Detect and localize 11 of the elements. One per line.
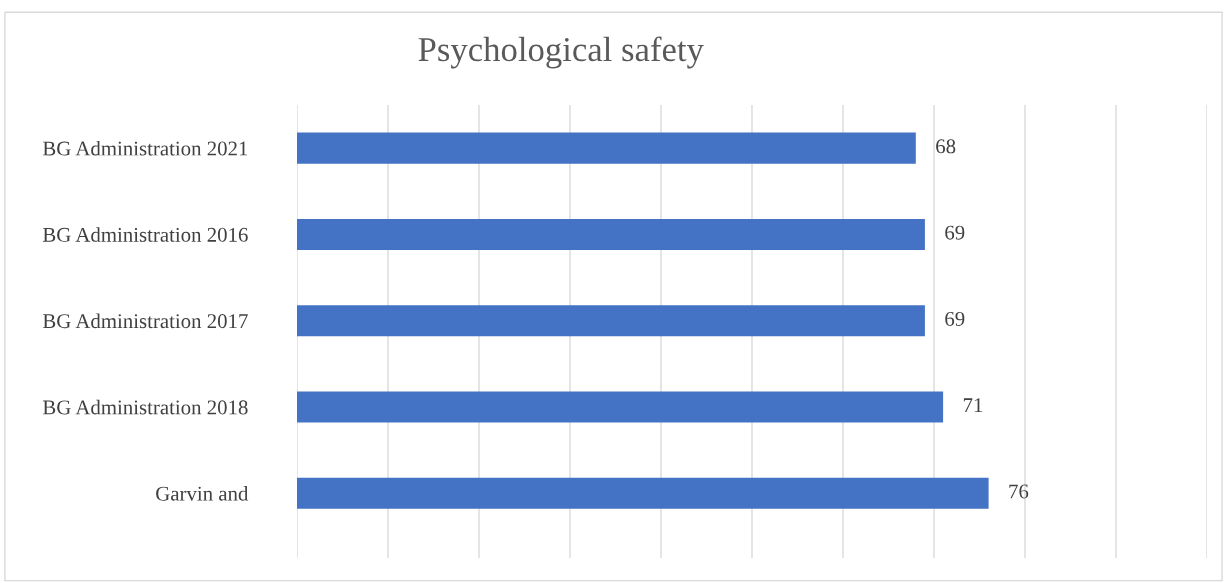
data-label: 69	[945, 311, 965, 326]
chart-title: Psychological safety	[418, 36, 704, 69]
data-label: 69	[945, 225, 965, 240]
data-label: 71	[963, 398, 983, 413]
data-label: 68	[936, 139, 956, 154]
data-label: 76	[1009, 484, 1029, 499]
y-tick-label: BG Administration 2016	[42, 227, 248, 242]
y-tick-label: BG Administration 2017	[42, 313, 248, 329]
y-tick-label: BG Administration 2021	[42, 140, 248, 156]
y-tick-label: BG Administration 2018	[42, 399, 248, 415]
y-tick-label: Garvin and	[156, 486, 249, 501]
